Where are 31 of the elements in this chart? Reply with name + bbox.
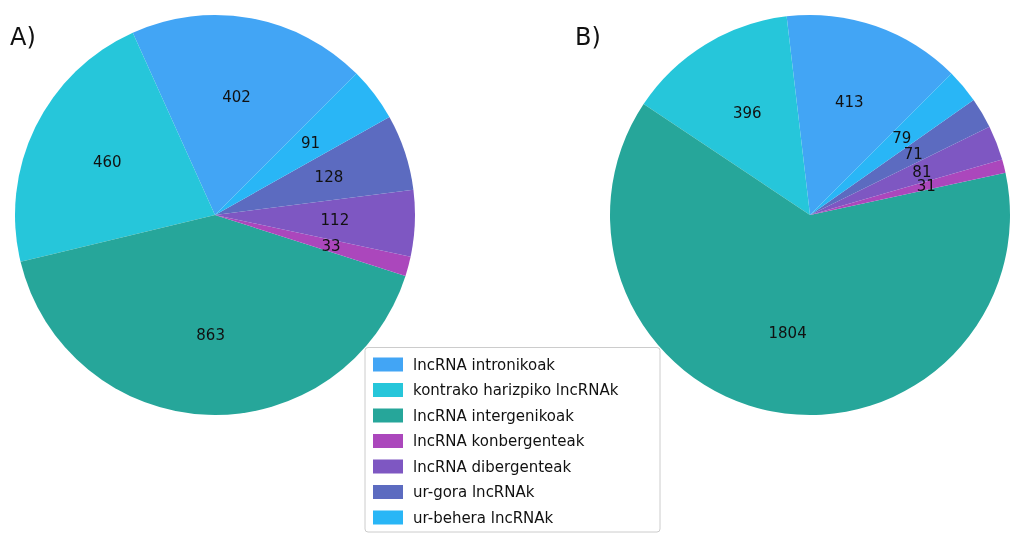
data-label: 128: [314, 168, 344, 187]
legend-label: lncRNA konbergenteak: [413, 432, 585, 450]
data-label: 1804: [768, 323, 807, 342]
data-label: 413: [835, 92, 864, 111]
data-label: 31: [916, 176, 936, 195]
data-label: 460: [92, 153, 122, 172]
chart-title: A): [10, 23, 36, 51]
pie-slice: [132, 15, 357, 215]
data-label: 396: [732, 103, 762, 122]
pie-slice: [215, 117, 414, 215]
pie-slice: [643, 16, 810, 215]
legend-label: lncRNA intergenikoak: [413, 406, 575, 425]
data-label: 79: [892, 128, 912, 147]
data-label: 112: [320, 211, 350, 230]
pie-slice: [810, 126, 1003, 215]
data-label: 402: [222, 87, 251, 106]
pie-slice: [215, 189, 415, 257]
legend-label: ur-gora lncRNAk: [413, 483, 535, 501]
data-label: 71: [903, 144, 923, 163]
pie-slice: [20, 215, 406, 415]
legend-label: kontrako harizpiko lncRNAk: [413, 381, 619, 399]
data-label: 91: [301, 133, 321, 152]
data-label: 33: [321, 236, 341, 255]
legend-label: ur-behera lncRNAk: [413, 508, 554, 527]
pie-slice: [215, 73, 390, 215]
legend-label: lncRNA dibergenteak: [413, 457, 572, 476]
chart-title: B): [575, 23, 601, 51]
pie-slice: [810, 73, 974, 215]
pie-slice: [786, 15, 952, 215]
legend-label: lncRNA intronikoak: [413, 355, 556, 374]
data-label: 863: [196, 325, 225, 344]
